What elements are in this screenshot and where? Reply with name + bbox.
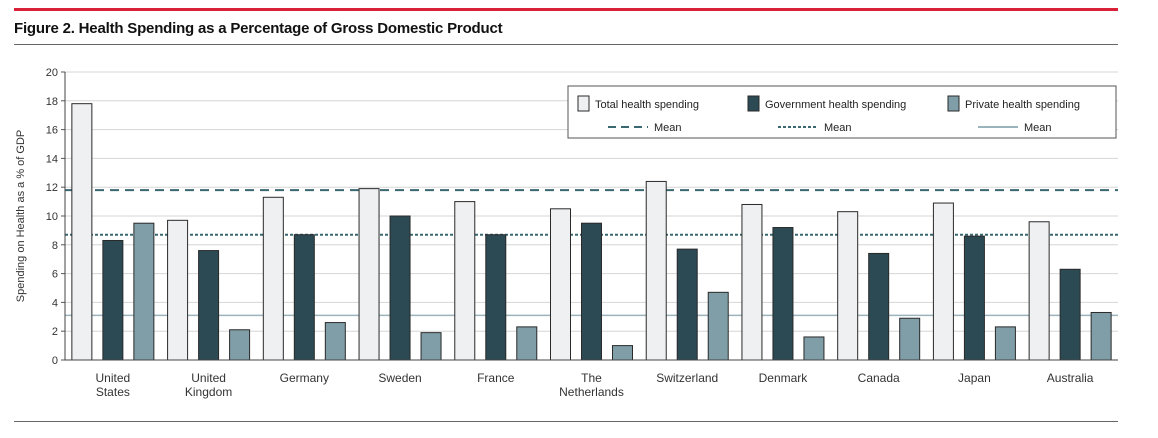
x-tick-label: Netherlands (559, 385, 624, 399)
y-tick-label: 8 (52, 240, 58, 252)
legend-mean-label: Mean (1024, 122, 1052, 134)
bar-total (262, 196, 284, 361)
legend-swatch (577, 95, 590, 112)
y-axis-title: Spending on Health as a % of GDP (15, 130, 27, 302)
legend-mean-label: Mean (654, 122, 682, 134)
x-tick-label: United (96, 371, 131, 385)
bar-total (550, 208, 571, 361)
y-tick-label: 18 (46, 96, 58, 108)
bar-government (1059, 268, 1081, 361)
bar-government (485, 234, 507, 361)
x-tick-label: States (96, 385, 130, 399)
bar-private (324, 322, 346, 361)
bar-government (198, 250, 220, 361)
x-tick-label: Canada (858, 371, 900, 385)
legend-label: Government health spending (765, 99, 906, 111)
bar-government (868, 252, 890, 361)
bottom-divider (14, 421, 1118, 422)
x-tick-label: France (477, 371, 515, 385)
bar-total (167, 219, 189, 361)
x-tick-label: Sweden (378, 371, 421, 385)
legend-mean-label: Mean (824, 122, 852, 134)
bar-private (516, 326, 538, 361)
x-tick-label: Switzerland (656, 371, 718, 385)
x-tick-label: Germany (280, 371, 329, 385)
bar-private (420, 332, 442, 361)
bar-government (102, 239, 124, 361)
bar-government (581, 222, 602, 361)
title-divider (14, 44, 1118, 45)
y-axis-ticks: 0 2 4 6 8 10 12 14 16 18 20 (46, 67, 65, 367)
legend-label: Total health spending (595, 99, 699, 111)
x-tick-label: Japan (958, 371, 991, 385)
top-accent-rule (14, 8, 1118, 11)
y-tick-label: 6 (52, 269, 58, 281)
x-tick-label: United (191, 371, 226, 385)
x-tick-label: Australia (1047, 371, 1094, 385)
bar-total (645, 180, 667, 361)
bar-private (707, 291, 729, 361)
bar-total (1028, 221, 1050, 361)
bar-private (612, 345, 633, 361)
y-tick-label: 0 (52, 355, 58, 367)
bar-total (741, 203, 763, 361)
x-tick-label: Kingdom (185, 385, 232, 399)
bar-private (229, 329, 251, 361)
bars (71, 103, 1112, 361)
bar-government (389, 215, 411, 361)
bar-private (133, 222, 155, 361)
legend-swatch (747, 95, 760, 112)
legend-swatch (947, 95, 960, 112)
y-tick-label: 12 (46, 182, 58, 194)
bar-private (994, 326, 1016, 361)
bar-private (803, 336, 825, 361)
bar-government (293, 234, 315, 361)
bar-government (772, 227, 794, 361)
bar-total (454, 201, 476, 361)
bar-total (932, 202, 954, 361)
legend-label: Private health spending (965, 99, 1080, 111)
y-tick-label: 2 (52, 326, 58, 338)
bar-total (358, 188, 380, 361)
bar-government (676, 248, 698, 361)
bar-private (1090, 311, 1112, 361)
legend-box (567, 85, 1117, 139)
y-tick-label: 4 (52, 297, 58, 309)
x-tick-label: Denmark (759, 371, 809, 385)
bar-government (963, 235, 985, 361)
y-tick-label: 16 (46, 125, 58, 137)
y-tick-label: 14 (46, 153, 58, 165)
y-tick-label: 10 (46, 211, 58, 223)
bar-total (837, 211, 859, 361)
bar-total (71, 103, 93, 361)
legend: Total health spending Mean Government heal… (567, 85, 1117, 139)
y-tick-label: 20 (46, 67, 58, 79)
bar-private (899, 317, 921, 361)
figure-title: Figure 2. Health Spending as a Percentag… (14, 20, 503, 37)
x-tick-label: The (581, 371, 602, 385)
